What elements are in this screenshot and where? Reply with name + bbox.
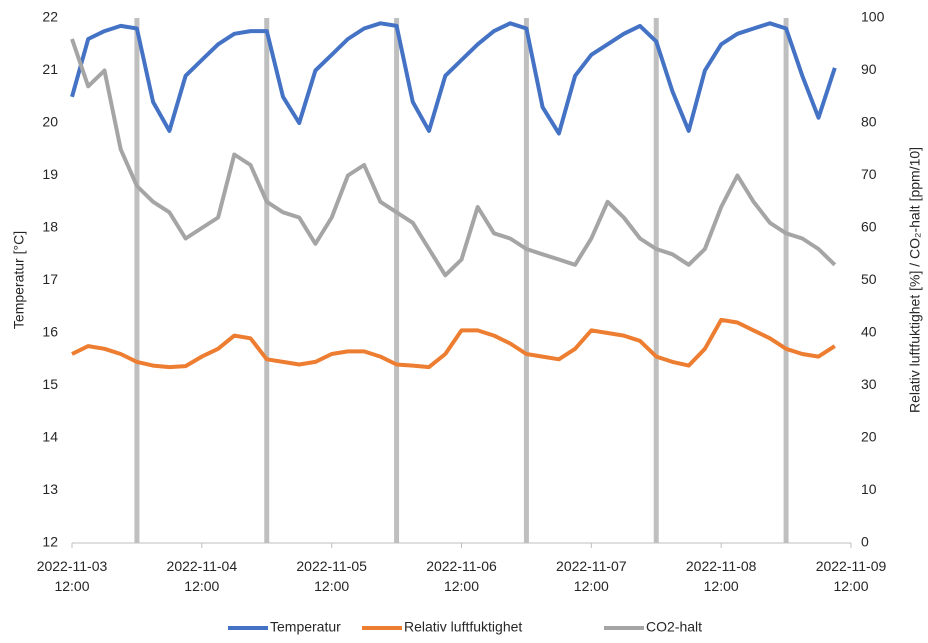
y2-tick-label: 50: [861, 271, 877, 287]
x-tick-label-line: 2022-11-04: [167, 558, 238, 574]
y2-tick-label: 60: [861, 219, 877, 235]
y2-tick-label: 30: [861, 376, 877, 392]
y2-tick-label: 20: [861, 429, 877, 445]
x-tick-label-line: 12:00: [574, 578, 609, 594]
x-tick-label: 2022-11-05 12:00: [296, 558, 367, 594]
y-tick-label: 17: [42, 271, 58, 287]
series-line: [70, 38, 837, 278]
x-tick-label: 2022-11-09 12:00: [816, 558, 887, 594]
y2-tick-label: 10: [861, 481, 877, 497]
y-tick-label: 15: [42, 376, 58, 392]
x-tick-label-line: 2022-11-03: [37, 558, 108, 574]
y-tick-label: 12: [42, 534, 58, 550]
x-tick-label-line: 2022-11-05: [296, 558, 367, 574]
y-tick-label: 20: [42, 114, 58, 130]
y-tick-label: 22: [42, 9, 58, 25]
x-tick-label: 2022-11-08 12:00: [686, 558, 757, 594]
y-tick-label: 14: [42, 429, 58, 445]
x-tick-label-line: 12:00: [54, 578, 89, 594]
legend-label: Relativ luftfuktighet: [404, 619, 522, 635]
x-tick-label: 2022-11-04 12:00: [167, 558, 238, 594]
x-tick-label-line: 12:00: [833, 578, 868, 594]
x-tick-label: 2022-11-07 12:00: [556, 558, 627, 594]
y2-tick-label: 80: [861, 114, 877, 130]
y2-tick-label: 100: [861, 9, 885, 25]
x-tick-label: 2022-11-03 12:00: [37, 558, 108, 594]
x-tick-label-line: 12:00: [444, 578, 479, 594]
y2-tick-label: 70: [861, 166, 877, 182]
y2-tick-label: 40: [861, 324, 877, 340]
y-axis-label: Temperatur [°C]: [11, 231, 27, 329]
x-tick-label-line: 12:00: [184, 578, 219, 594]
legend-label: Temperatur: [270, 619, 341, 635]
y-tick-label: 16: [42, 324, 58, 340]
y2-axis-label: Relativ luftfuktighet [%] / CO₂-halt [pp…: [907, 147, 923, 413]
x-tick-label-line: 2022-11-06: [426, 558, 497, 574]
x-tick-label-line: 2022-11-09: [816, 558, 887, 574]
y-tick-label: 18: [42, 219, 58, 235]
x-tick-label-line: 2022-11-08: [686, 558, 757, 574]
y2-tick-label: 90: [861, 61, 877, 77]
x-tick-label-line: 12:00: [314, 578, 349, 594]
y-tick-label: 21: [42, 61, 58, 77]
series-line: [70, 21, 837, 136]
y2-tick-label: 0: [861, 534, 869, 550]
y-tick-label: 19: [42, 166, 58, 182]
legend-label: CO2-halt: [646, 619, 702, 635]
x-tick-label-line: 12:00: [704, 578, 739, 594]
y-tick-label: 13: [42, 481, 58, 497]
x-tick-label-line: 2022-11-07: [556, 558, 627, 574]
x-tick-label: 2022-11-06 12:00: [426, 558, 497, 594]
series-line: [71, 317, 836, 370]
